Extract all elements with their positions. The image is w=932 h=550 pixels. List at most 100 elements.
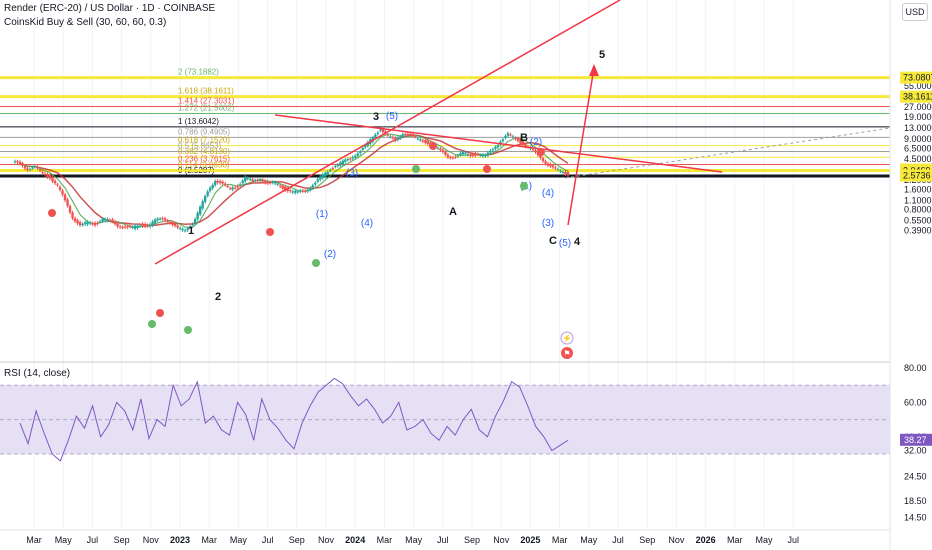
candle-body (106, 219, 109, 221)
lightning-icon-bg (560, 331, 574, 345)
candle-body (116, 223, 119, 227)
price-marker-label: 2.5736 (903, 171, 931, 181)
candle-body (559, 170, 562, 172)
rsi-current-bg (900, 433, 932, 446)
time-axis-label: Sep (639, 535, 655, 545)
candle-body (244, 176, 247, 182)
rsi-axis-label: 80.00 (904, 363, 927, 373)
candle-body (98, 221, 102, 223)
rsi-legend[interactable]: RSI (14, close) (4, 368, 71, 379)
candle-body (364, 145, 367, 148)
time-axis-label: May (230, 535, 248, 545)
time-axis-label: 2023 (170, 535, 190, 545)
fib-retracement[interactable]: 2 (73.1882) 1.618 (38.1611)1.414 (27.3031… (0, 68, 890, 178)
symbol-title[interactable]: Render (ERC-20) / US Dollar · 1D · COINB… (4, 3, 216, 14)
price-axis-label: 9.0000 (904, 134, 932, 144)
lightning-icon: ⚡ (562, 333, 572, 343)
time-axis-label: Jul (612, 535, 624, 545)
candle-body (246, 178, 249, 180)
time-axis-label: Mar (727, 535, 743, 545)
price-axis-label: 1.1000 (904, 195, 932, 205)
signal-dot (156, 309, 164, 317)
wave-label: A (449, 206, 457, 218)
time-axis-label: Jul (262, 535, 274, 545)
time-axis-label: Sep (289, 535, 305, 545)
time-axis-label: Nov (668, 535, 685, 545)
candle-body (193, 219, 197, 224)
wave-label: (5) (559, 238, 571, 249)
price-axis[interactable]: 55.0000 27.000019.000013.00009.00006.5000… (900, 71, 932, 236)
candle-body (93, 222, 97, 226)
candle-body (399, 136, 402, 139)
signal-dot (48, 209, 56, 217)
candle-body (489, 150, 492, 153)
wave-label: (2) (530, 137, 542, 148)
candle-body (83, 222, 87, 225)
fib-label: 1 (13.6042) (178, 117, 219, 126)
candle-body (314, 182, 317, 185)
candle-body (269, 182, 272, 184)
wave-label: (5) (386, 111, 398, 122)
side-icons[interactable]: ⚡⚑ (560, 331, 574, 359)
candle-body (309, 187, 312, 190)
candle-body (231, 187, 234, 190)
candle-body (198, 206, 202, 215)
candle-body (376, 132, 380, 134)
signal-dot (148, 320, 156, 328)
candle-body (158, 218, 162, 220)
candle-body (521, 141, 525, 145)
candle-body (221, 181, 224, 184)
time-axis-label: 2026 (696, 535, 716, 545)
candle-body (196, 212, 199, 220)
time-axis[interactable]: Mar May Jul Sep Nov 2023 Mar May Jul Sep Nov 2024 Ma… (26, 535, 799, 545)
candle-body (361, 148, 365, 150)
candle-body (138, 225, 142, 227)
candle-body (419, 139, 422, 141)
time-axis-label: Nov (493, 535, 510, 545)
rsi-pane[interactable] (0, 377, 890, 462)
ascending-trendline (154, 0, 621, 265)
rsi-axis-label: 24.50 (904, 472, 927, 482)
currency-button[interactable]: USD (902, 3, 928, 21)
candle-body (351, 157, 355, 159)
candle-body (239, 184, 242, 186)
candle-body (466, 154, 470, 156)
time-axis-label: Jul (787, 535, 799, 545)
wave-label: (1) (316, 209, 328, 220)
candle-body (546, 163, 550, 166)
candle-body (241, 180, 244, 184)
fib-label: 1.618 (38.1611) (178, 87, 234, 96)
indicator-legend[interactable]: CoinsKid Buy & Sell (30, 60, 60, 0.3) (4, 17, 167, 28)
wave-label: (3) (346, 168, 358, 179)
candle-body (484, 155, 487, 157)
projection-arrow-line (567, 67, 595, 226)
projection-arrowhead (589, 64, 599, 76)
trend-drawings[interactable] (154, 0, 891, 265)
candle-body (136, 225, 139, 228)
signal-dot (312, 259, 320, 267)
candle-body (474, 153, 477, 156)
rsi-axis-label: 18.50 (904, 496, 927, 506)
candle-body (509, 134, 512, 136)
wave-label: (4) (542, 188, 554, 199)
candle-body (396, 137, 400, 140)
candle-body (459, 153, 462, 155)
candle-body (206, 191, 209, 196)
time-axis-label: Sep (464, 535, 480, 545)
candle-body (549, 164, 552, 167)
candle-body (321, 174, 324, 179)
candle-body (326, 171, 329, 174)
candle-body (233, 187, 237, 189)
candle-body (46, 174, 49, 178)
candle-body (48, 174, 52, 179)
candle-body (111, 219, 114, 222)
candle-body (329, 170, 332, 172)
candle-body (213, 181, 217, 186)
candle-body (63, 194, 67, 201)
candle-body (183, 230, 187, 232)
candle-body (301, 190, 304, 192)
candle-body (436, 147, 440, 149)
fib-label: 0.236 (3.7615) (178, 154, 230, 163)
